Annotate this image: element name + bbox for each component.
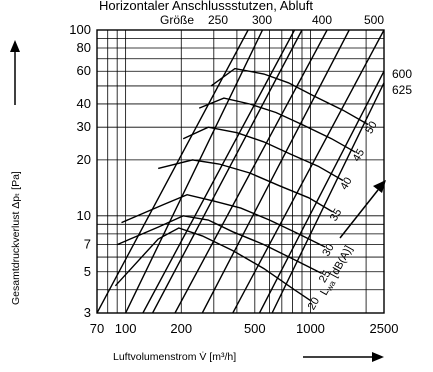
noise-line (121, 193, 326, 248)
noise-arrow-line (339, 189, 379, 239)
x-tick-label: 70 (90, 321, 104, 336)
y-tick-label: 5 (84, 264, 91, 279)
y-tick-label: 80 (77, 40, 91, 55)
noise-level-label: 45 (351, 147, 368, 164)
x-tick-label: 500 (244, 321, 266, 336)
x-axis-label-group: Luftvolumenstrom V̇ [m³/h] (113, 350, 384, 363)
noise-level-label: 50 (363, 119, 380, 136)
x-axis-arrow-head (372, 352, 384, 362)
y-tick-label: 100 (69, 22, 91, 37)
y-tick-label: 20 (77, 152, 91, 167)
size-line (271, 82, 384, 313)
size-line (124, 30, 264, 313)
y-tick-label: 10 (77, 208, 91, 223)
y-tick-label: 30 (77, 119, 91, 134)
y-axis-arrow-head (10, 40, 20, 52)
plot-frame (96, 29, 385, 314)
noise-level-label: 40 (338, 175, 355, 192)
noise-line (182, 126, 344, 182)
size-header: Größe (160, 13, 194, 27)
noise-line (116, 215, 323, 275)
y-tick-label: 60 (77, 63, 91, 78)
noise-line (158, 159, 334, 213)
y-axis-label: Gesamtdruckverlust Δpₜ [Pa] (10, 171, 22, 305)
size-labels: 250 300 400 500 600 625 (208, 13, 412, 97)
noise-line (210, 67, 369, 126)
noise-lines (114, 67, 369, 302)
x-tick-label: 200 (170, 321, 192, 336)
size-line (142, 30, 296, 313)
noise-line (114, 227, 311, 302)
noise-arrow-head (373, 180, 386, 193)
size-label: 600 (392, 67, 412, 81)
size-line (201, 30, 350, 313)
noise-line (198, 97, 356, 153)
noise-level-label: 35 (328, 207, 345, 224)
size-line (151, 30, 303, 313)
size-label: 500 (364, 13, 384, 27)
size-label: 625 (392, 83, 412, 97)
y-tick-label: 40 (77, 96, 91, 111)
noise-labels: 20 25 30 35 40 45 50 (306, 119, 380, 312)
y-tick-label: 3 (84, 305, 91, 320)
y-axis-label-group: Gesamtdruckverlust Δpₜ [Pa] (10, 40, 22, 305)
chart-title: Horizontaler Anschlussstutzen, Abluft (99, 0, 313, 13)
size-label: 300 (252, 13, 272, 27)
noise-level-label: 25 (317, 268, 334, 285)
x-tick-label: 1000 (296, 321, 325, 336)
x-axis-label: Luftvolumenstrom V̇ [m³/h] (113, 350, 236, 363)
x-tick-label: 100 (115, 321, 137, 336)
size-line (258, 70, 384, 313)
size-label: 400 (312, 13, 332, 27)
noise-arrow (339, 180, 386, 239)
noise-level-label: 30 (320, 242, 337, 259)
size-label: 250 (208, 13, 228, 27)
noise-level-label: 20 (306, 295, 323, 312)
x-tick-label: 2500 (370, 321, 399, 336)
size-line (174, 30, 328, 313)
y-tick-label: 7 (84, 237, 91, 252)
size-line (97, 30, 249, 313)
